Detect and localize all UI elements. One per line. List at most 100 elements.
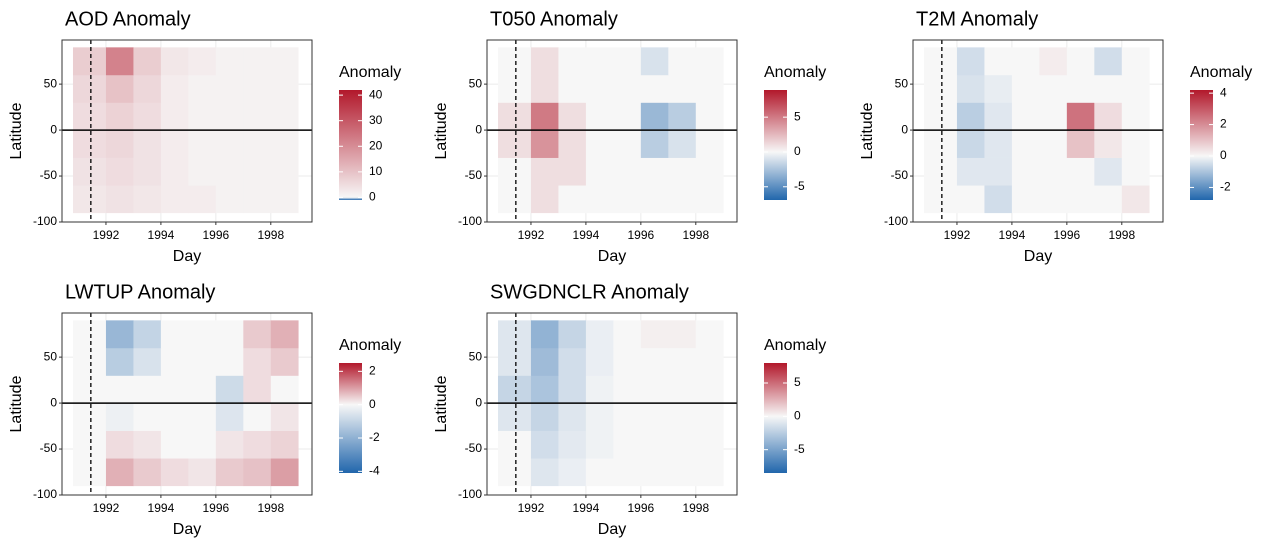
panel-border xyxy=(486,312,738,496)
y-tick-label: -50 xyxy=(465,168,483,182)
heat-cell xyxy=(1011,74,1040,103)
x-tick-label: 1992 xyxy=(93,501,120,515)
heat-cell xyxy=(668,74,697,103)
x-tick-label: 1992 xyxy=(944,228,971,242)
heat-cell xyxy=(243,347,272,376)
heat-cell xyxy=(668,320,697,349)
panel-border xyxy=(61,312,313,496)
heat-cell xyxy=(558,47,587,76)
x-tick-label: 1994 xyxy=(148,501,175,515)
heat-cell xyxy=(668,430,697,459)
heat-cell xyxy=(133,185,162,214)
heat-cell xyxy=(160,185,189,214)
heat-cell xyxy=(243,74,272,103)
heat-cell xyxy=(558,403,587,431)
heat-cell xyxy=(923,157,958,186)
y-tick-label: -100 xyxy=(884,214,908,228)
colorbar-label: -2 xyxy=(369,430,380,444)
heat-cell xyxy=(270,458,299,487)
x-tick-label: 1998 xyxy=(682,228,709,242)
heat-cell xyxy=(497,430,532,459)
heat-cell xyxy=(695,47,724,76)
heat-cell xyxy=(1121,185,1150,214)
heat-cell xyxy=(613,320,642,349)
panel-title: T050 Anomaly xyxy=(490,8,618,30)
heat-cell xyxy=(133,47,162,76)
heat-cell xyxy=(105,458,134,487)
heat-cell xyxy=(215,102,244,131)
panel-title: LWTUP Anomaly xyxy=(65,281,215,303)
heat-cell xyxy=(530,102,559,131)
x-tick-label: 1994 xyxy=(148,228,175,242)
heat-cell xyxy=(585,375,614,404)
colorbar-label: 0 xyxy=(369,397,376,411)
heat-cell xyxy=(530,185,559,214)
colorbar-label: 2 xyxy=(369,364,376,378)
heat-cell xyxy=(613,185,642,214)
colorbar-label: -5 xyxy=(794,442,805,456)
colorbar-label: 5 xyxy=(794,375,801,389)
heat-cell xyxy=(984,47,1013,76)
colorbar-label: 0 xyxy=(369,190,376,204)
heat-cell xyxy=(668,157,697,186)
heat-cell xyxy=(160,102,189,131)
y-axis-title: Latitude xyxy=(859,102,876,159)
heat-cell xyxy=(530,430,559,459)
x-tick-label: 1998 xyxy=(257,501,284,515)
y-axis-title: Latitude xyxy=(8,375,25,432)
heat-cell xyxy=(497,102,532,131)
heat-cell xyxy=(984,102,1013,131)
heat-cell xyxy=(695,102,724,131)
heat-cell xyxy=(72,102,107,131)
panel-border xyxy=(912,39,1164,223)
heat-cell xyxy=(613,375,642,404)
colorbar-label: 4 xyxy=(1220,85,1227,99)
heat-cell xyxy=(613,403,642,431)
x-tick-label: 1994 xyxy=(999,228,1026,242)
panel-border xyxy=(61,39,313,223)
y-tick-label: -50 xyxy=(40,441,58,455)
x-tick-label: 1994 xyxy=(573,501,600,515)
heat-cell xyxy=(613,102,642,131)
heat-cell xyxy=(270,74,299,103)
heat-cell xyxy=(668,185,697,214)
heat-cell xyxy=(243,102,272,131)
heat-cell xyxy=(668,47,697,76)
heat-cell xyxy=(243,458,272,487)
heat-cell xyxy=(215,320,244,349)
heat-cell xyxy=(1094,47,1123,76)
y-tick-label: -100 xyxy=(458,487,482,501)
x-tick-label: 1996 xyxy=(627,501,654,515)
colorbar-label: -4 xyxy=(369,464,380,478)
heat-cell xyxy=(585,185,614,214)
y-tick-label: 50 xyxy=(895,76,909,90)
heat-cell xyxy=(243,185,272,214)
y-tick-label: -100 xyxy=(33,214,57,228)
heat-cell xyxy=(133,320,162,349)
colorbar-label: 20 xyxy=(369,138,383,152)
heat-cell xyxy=(188,185,217,214)
legend-title: Anomaly xyxy=(764,64,826,81)
heat-cell xyxy=(188,375,217,404)
heat-cell xyxy=(956,130,985,158)
y-tick-label: 0 xyxy=(901,122,908,136)
heat-cell xyxy=(72,403,107,431)
heat-cell xyxy=(640,102,669,131)
colorbar-label: -2 xyxy=(1220,180,1231,194)
heat-cell xyxy=(558,74,587,103)
heat-cell xyxy=(585,320,614,349)
x-tick-label: 1996 xyxy=(202,228,229,242)
heat-cell xyxy=(160,430,189,459)
heat-cell xyxy=(984,130,1013,158)
colorbar-label: 30 xyxy=(369,113,383,127)
heat-cell xyxy=(160,375,189,404)
heat-cell xyxy=(613,430,642,459)
heat-cell xyxy=(160,347,189,376)
heat-cell xyxy=(72,375,107,404)
y-axis-title: Latitude xyxy=(433,102,450,159)
heat-cell xyxy=(243,130,272,158)
heat-cell xyxy=(530,157,559,186)
heat-cell xyxy=(1094,130,1123,158)
x-tick-label: 1998 xyxy=(1108,228,1135,242)
heat-cell xyxy=(160,47,189,76)
